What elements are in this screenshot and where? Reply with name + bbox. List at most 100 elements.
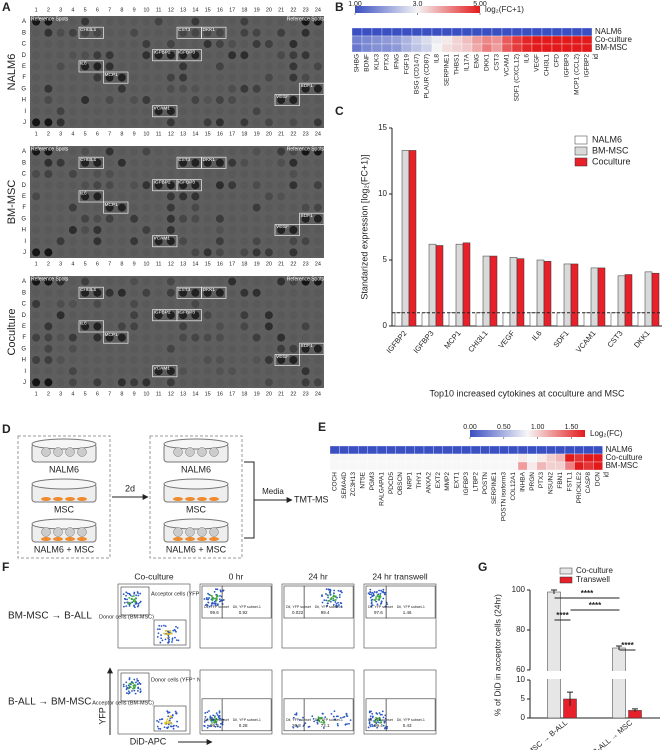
column-label: VCAM1 (504, 54, 511, 77)
array-spot (264, 214, 273, 223)
column-label: CASP8 (585, 472, 592, 494)
heat-cell (521, 43, 533, 53)
array-spot (105, 107, 114, 116)
array-spot (32, 300, 41, 308)
array-spot (301, 84, 310, 93)
array-spot (166, 311, 175, 320)
array-spot (56, 356, 65, 364)
array-spot (117, 378, 126, 387)
heat-cell (470, 453, 481, 463)
event-dot (330, 600, 332, 603)
event-dot (208, 710, 210, 712)
event-dot (379, 592, 382, 595)
array-spot (154, 28, 163, 37)
event-dot (215, 712, 218, 715)
event-dot (136, 605, 139, 608)
event-dot (137, 594, 140, 597)
event-dot (323, 599, 326, 602)
array-box (274, 224, 300, 236)
heat-cell (351, 27, 363, 37)
heat-cell (574, 461, 584, 471)
array-spot (203, 277, 212, 286)
bar (516, 258, 525, 327)
event-dot (122, 593, 125, 596)
heat-cell (442, 445, 453, 455)
array-spot (142, 147, 151, 156)
array-spot (130, 237, 139, 246)
array-spot (32, 62, 41, 71)
array-spot (289, 17, 298, 26)
heat-cell (423, 461, 434, 471)
array-box (78, 26, 104, 39)
array-spot (179, 118, 188, 127)
array-spot (81, 51, 90, 60)
column-label: EXT2 (435, 472, 442, 489)
array-spot (32, 28, 41, 37)
array-spot (142, 192, 151, 201)
array-spot (228, 322, 237, 331)
event-dot (137, 683, 139, 686)
event-dot (382, 588, 385, 591)
error-bar (632, 708, 638, 712)
array-spot (179, 158, 188, 167)
array-spot (154, 40, 163, 48)
heat-cell (480, 453, 490, 463)
event-dot (206, 604, 209, 607)
heat-cell (381, 35, 393, 45)
array-spot (215, 248, 224, 257)
column-number: 10 (143, 131, 149, 137)
event-dot (133, 605, 135, 607)
event-dot (168, 631, 171, 634)
event-dot (295, 724, 298, 727)
event-dot (337, 601, 339, 604)
array-spot (203, 367, 212, 376)
heat-cell (551, 27, 563, 37)
array-spot (240, 277, 249, 286)
array-spot (179, 237, 188, 246)
array-spot (301, 367, 310, 376)
array-spot (56, 226, 65, 234)
box-label: IGFBP3 (178, 309, 195, 315)
array-spot (166, 73, 175, 82)
event-dot (213, 721, 216, 724)
event-dot (207, 598, 210, 601)
array-spot (154, 322, 163, 331)
x-tick-label: VEGF (497, 328, 517, 350)
array-spot (277, 84, 286, 93)
y-tick-label: 60 (516, 665, 525, 674)
event-dot (156, 628, 159, 631)
array-spot (32, 311, 41, 320)
array-spot (117, 62, 126, 71)
array-spot (289, 288, 298, 297)
column-number: 17 (229, 7, 235, 13)
array-spot (81, 62, 90, 71)
array-spot (130, 378, 139, 387)
array-spot (56, 277, 65, 286)
array-spot (252, 367, 261, 376)
array-spot (240, 214, 249, 223)
cell (209, 447, 219, 457)
box-label: VEGF (276, 354, 289, 360)
y-tick-label: 80 (516, 625, 525, 634)
column-label: SEMA4D (341, 472, 348, 499)
heat-cell (339, 445, 349, 455)
heat-cell (451, 27, 463, 37)
array-spot (56, 118, 65, 127)
heat-cell (358, 445, 368, 455)
column-title: id (603, 472, 610, 478)
event-dot (171, 639, 174, 641)
array-spot (289, 40, 298, 48)
array-spot (44, 378, 53, 387)
row-letter: G (21, 216, 26, 222)
array-spot (142, 237, 151, 246)
event-dot (334, 718, 336, 721)
column-number: 16 (217, 261, 223, 267)
event-dot (219, 726, 222, 728)
array-spot (252, 73, 261, 82)
array-spot (228, 84, 237, 93)
array-spot (142, 203, 151, 212)
event-dot (218, 598, 221, 601)
event-dot (122, 685, 125, 688)
array-spot (105, 170, 114, 178)
event-dot (210, 717, 213, 720)
